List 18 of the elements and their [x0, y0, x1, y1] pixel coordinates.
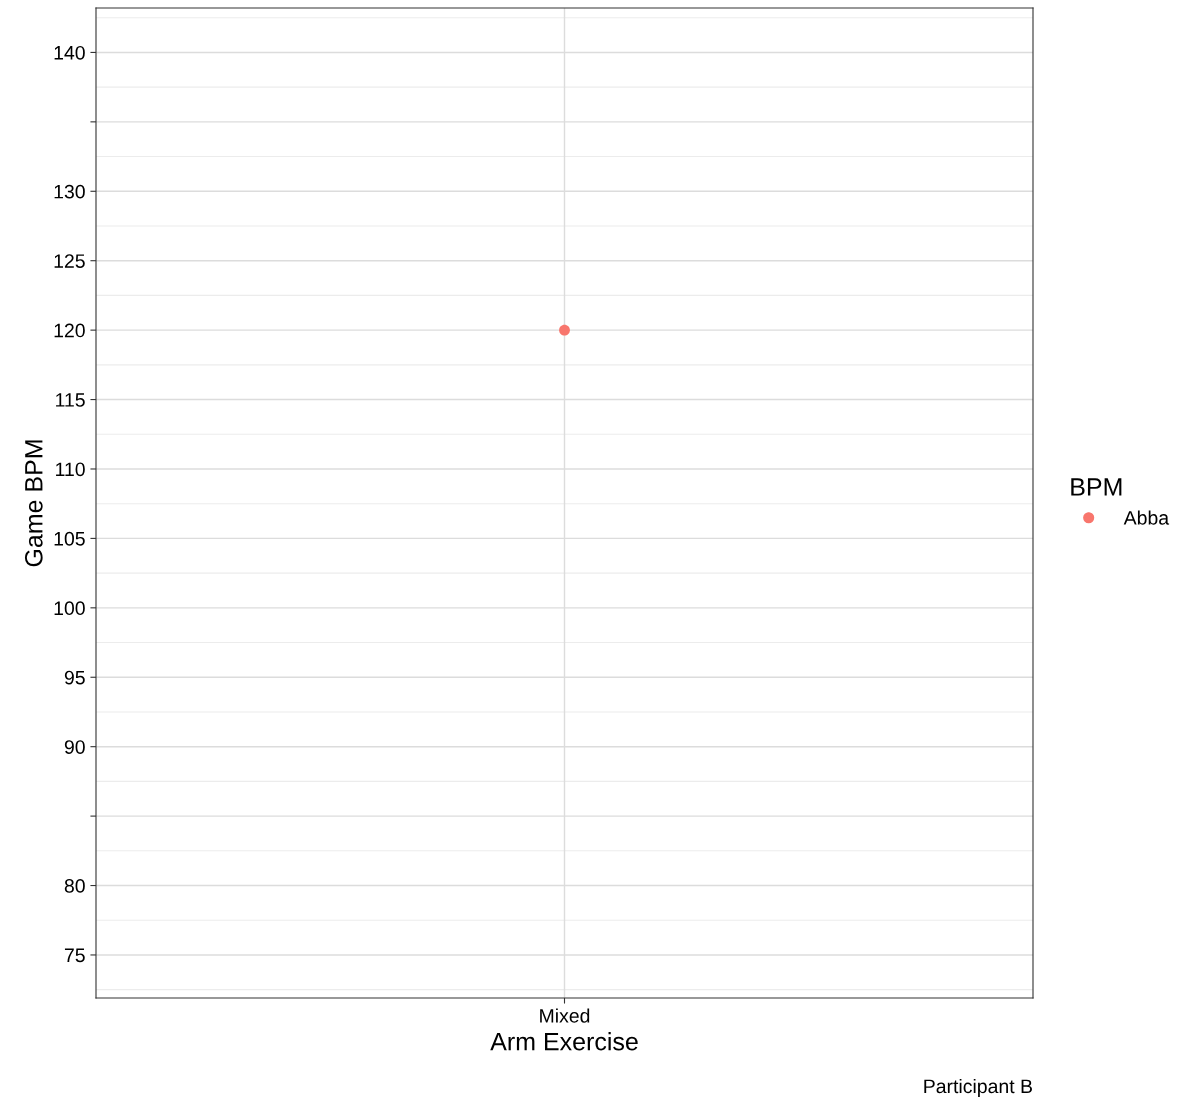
text: Participant B [924, 1078, 1032, 1098]
y-tick-label: 125 [54, 254, 85, 268]
legend-label: Abba [1123, 510, 1170, 525]
y-tick-label: 75 [64, 948, 85, 963]
x-axis-title: Arm Exercise [490, 1032, 638, 1051]
legend-title: BPM [1071, 478, 1122, 496]
y-tick-label: 120 [54, 323, 85, 338]
y-tick-label: 90 [64, 740, 85, 754]
y-axis-title: Game BPM [24, 440, 43, 567]
y-tick-label: 105 [54, 531, 85, 546]
y-tick-label: 140 [54, 45, 85, 60]
y-tick-label: 80 [64, 879, 85, 893]
y-tick-label: 115 [56, 393, 85, 407]
y-tick-label: 130 [54, 184, 85, 199]
y-tick-label: 110 [56, 462, 85, 477]
x-tick-label: Mixed [540, 1008, 590, 1023]
y-tick-label: 100 [54, 601, 85, 616]
y-tick-label: 95 [64, 670, 85, 685]
